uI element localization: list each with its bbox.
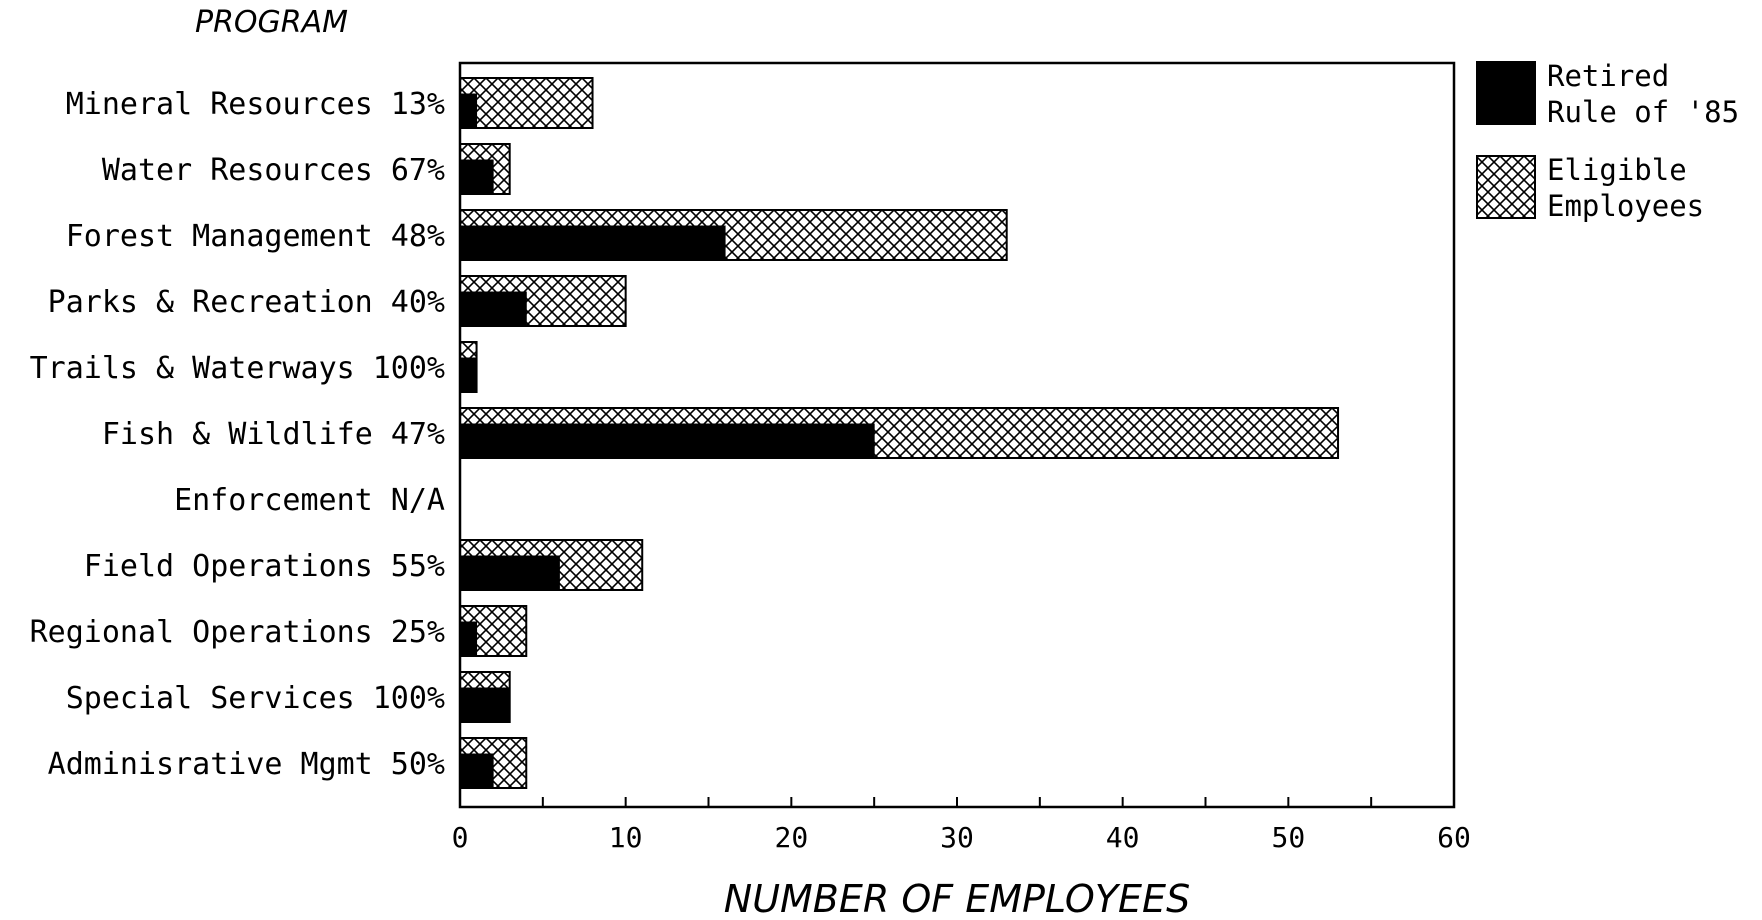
legend-label: Retired: [1547, 59, 1669, 93]
category-labels: Mineral Resources 13% Water Resources 67%…: [30, 87, 445, 782]
x-tick-label: 20: [774, 821, 808, 854]
legend-swatch-retired: [1476, 61, 1536, 125]
bar-retired-rule-of-85: [459, 621, 478, 657]
category-label: Enforcement N/A: [174, 483, 445, 518]
bar-retired-rule-of-85: [459, 423, 875, 459]
bar-retired-rule-of-85: [459, 687, 511, 723]
category-label: Trails & Waterways 100%: [30, 351, 445, 386]
category-label: Water Resources 67%: [102, 153, 445, 188]
category-label: Field Operations 55%: [84, 549, 445, 584]
x-tick-label: 60: [1437, 821, 1471, 854]
legend-label: Employees: [1547, 189, 1704, 223]
legend-label: Rule of '85: [1547, 95, 1739, 129]
bar-retired-rule-of-85: [459, 291, 527, 327]
bar-retired-rule-of-85: [459, 555, 560, 591]
x-axis-label: NUMBER OF EMPLOYEES: [724, 877, 1190, 915]
category-label: Mineral Resources 13%: [66, 87, 445, 122]
bar-retired-rule-of-85: [459, 225, 726, 261]
x-axis: 0 10 20 30 40 50 60: [452, 797, 1471, 854]
x-tick-label: 30: [940, 821, 974, 854]
bar-retired-rule-of-85: [459, 93, 478, 129]
category-label: Adminisrative Mgmt 50%: [48, 747, 445, 782]
bars: [459, 77, 1340, 789]
category-label: Regional Operations 25%: [30, 615, 445, 650]
bar-retired-rule-of-85: [459, 159, 494, 195]
chart-title: PROGRAM: [195, 5, 348, 40]
legend-swatch-eligible: [1476, 155, 1536, 219]
category-label: Parks & Recreation 40%: [48, 285, 445, 320]
bar-retired-rule-of-85: [459, 753, 494, 789]
category-label: Special Services 100%: [66, 681, 445, 716]
x-tick-label: 50: [1271, 821, 1305, 854]
category-label: Fish & Wildlife 47%: [102, 417, 445, 452]
legend-label: Eligible: [1547, 153, 1687, 187]
x-tick-label: 0: [452, 821, 469, 854]
category-label: Forest Management 48%: [66, 219, 445, 254]
bar-retired-rule-of-85: [459, 357, 478, 393]
x-tick-label: 10: [609, 821, 643, 854]
x-tick-label: 40: [1106, 821, 1140, 854]
bar-eligible-employees: [459, 77, 594, 129]
